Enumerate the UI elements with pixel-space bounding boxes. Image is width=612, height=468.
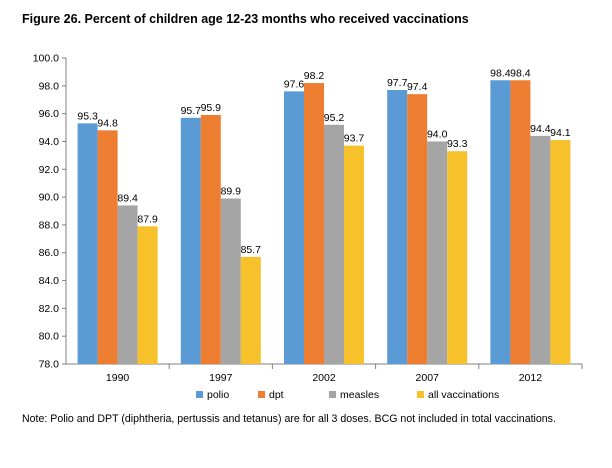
data-label: 95.7: [181, 105, 202, 117]
data-label: 95.3: [77, 110, 98, 122]
y-tick-label: 84.0: [39, 275, 60, 287]
data-label: 97.4: [407, 81, 428, 93]
bar: [137, 226, 158, 364]
data-label: 94.4: [530, 123, 551, 135]
data-label: 89.4: [117, 192, 138, 204]
data-label: 94.8: [97, 117, 118, 129]
data-label: 97.6: [284, 78, 305, 90]
bar: [284, 91, 304, 364]
chart-bars: 95.394.8 89.4 87.9 95.7 95.9 89.9 85.7 97.698.2…: [77, 67, 571, 365]
data-label: 94.1: [550, 127, 571, 139]
x-tick-label: 1997: [209, 372, 233, 384]
bar: [200, 115, 221, 364]
y-tick-label: 98.0: [39, 80, 60, 92]
data-label: 93.3: [447, 138, 468, 150]
y-tick-label: 96.0: [39, 108, 60, 120]
chart-axes: 78.0 80.0 82.0 84.0 86.0 88.0 90.0 92.0 94.0 96.0…: [33, 53, 583, 384]
bar: [427, 141, 448, 364]
bar: [530, 135, 551, 364]
legend-entry: all vaccinations: [428, 389, 499, 401]
legend-swatch: [329, 391, 336, 398]
figure-note: Note: Polio and DPT (diphtheria, pertuss…: [22, 413, 556, 425]
y-tick-label: 90.0: [39, 192, 60, 204]
chart-legend: polio dpt measles all vaccinations: [196, 389, 499, 401]
data-label: 97.7: [387, 77, 408, 89]
data-label: 87.9: [137, 213, 158, 225]
bar: [77, 123, 98, 364]
y-tick-label: 88.0: [39, 219, 60, 231]
y-tick-label: 82.0: [39, 303, 60, 315]
data-label: 85.7: [241, 244, 262, 256]
data-label: 89.9: [221, 185, 242, 197]
bar: [324, 124, 344, 364]
bar: [344, 145, 364, 364]
data-label: 93.7: [344, 133, 365, 145]
x-tick-label: 2007: [416, 372, 440, 384]
bar: [97, 130, 118, 364]
bar: [117, 205, 138, 364]
x-tick-label: 1990: [106, 372, 130, 384]
data-label: 98.2: [304, 70, 325, 82]
legend-swatch: [258, 391, 265, 398]
legend-entry: measles: [340, 389, 379, 401]
bar: [490, 80, 511, 364]
y-tick-label: 100.0: [33, 53, 59, 65]
y-tick-label: 92.0: [39, 164, 60, 176]
bar: [407, 94, 428, 364]
bar: [550, 140, 571, 364]
data-label: 94.0: [427, 128, 448, 140]
data-label: 95.9: [201, 102, 222, 114]
legend-swatch: [196, 391, 203, 398]
data-label: 98.4: [490, 67, 511, 79]
x-tick-label: 2012: [519, 372, 543, 384]
data-label: 98.4: [510, 67, 531, 79]
bar: [447, 151, 468, 364]
y-tick-label: 94.0: [39, 136, 60, 148]
legend-swatch: [417, 391, 424, 398]
bar: [220, 198, 241, 364]
y-tick-label: 80.0: [39, 331, 60, 343]
bar: [387, 89, 408, 364]
y-tick-label: 78.0: [39, 359, 60, 371]
figure-title: Figure 26. Percent of children age 12-23…: [22, 12, 469, 26]
bar: [510, 80, 531, 364]
bar: [240, 256, 261, 364]
bar: [180, 117, 201, 365]
data-label: 95.2: [324, 112, 345, 124]
bar-chart: 78.0 80.0 82.0 84.0 86.0 88.0 90.0 92.0 94.0 96.0…: [33, 53, 583, 401]
y-tick-label: 86.0: [39, 247, 60, 259]
legend-entry: dpt: [269, 389, 284, 401]
x-tick-label: 2002: [312, 372, 336, 384]
legend-entry: polio: [207, 389, 229, 401]
bar: [304, 83, 324, 364]
